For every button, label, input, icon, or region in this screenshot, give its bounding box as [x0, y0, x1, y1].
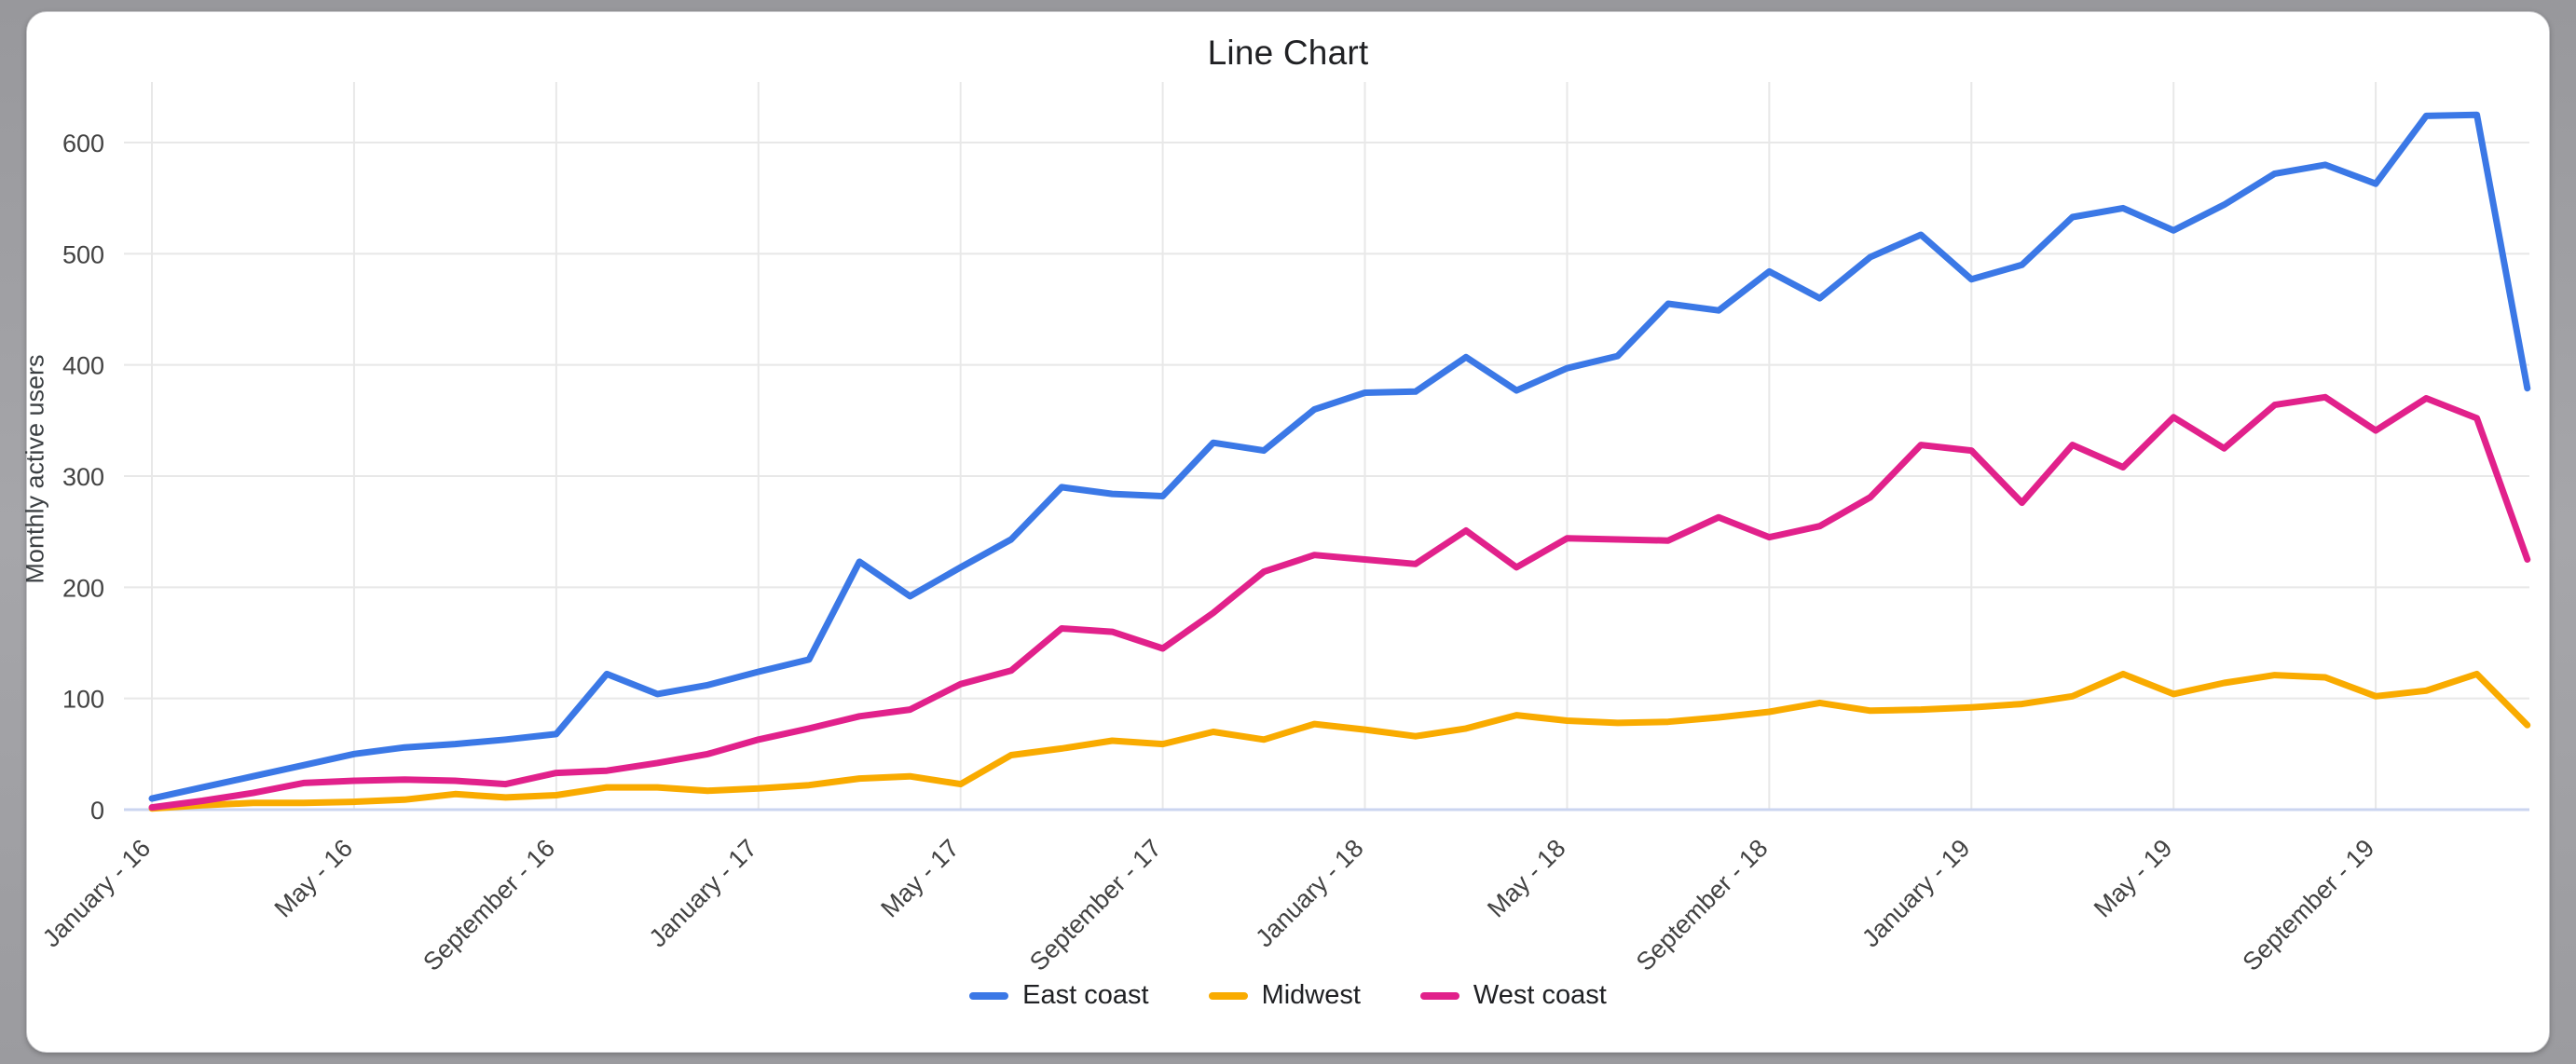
legend-swatch-icon: [969, 991, 1009, 1000]
x-tick-label: May - 16: [269, 834, 358, 922]
chart-title: Line Chart: [1207, 34, 1369, 72]
x-tick-label: January - 17: [644, 834, 762, 952]
chart-legend: East coast Midwest West coast: [0, 980, 2576, 1011]
x-tick-label: January - 18: [1250, 834, 1368, 952]
x-tick-label: May - 17: [875, 834, 964, 922]
x-tick-label: September - 16: [418, 834, 560, 976]
chart-card: [26, 11, 2550, 1053]
series-line-east-coast[interactable]: [148, 111, 2531, 802]
x-tick-label: January - 16: [37, 834, 156, 952]
x-tick-label: January - 19: [1857, 834, 1975, 952]
y-axis-title: Monthly active users: [21, 354, 49, 584]
x-tick-label: September - 18: [1631, 834, 1774, 976]
legend-item-west-coast[interactable]: West coast: [1419, 980, 1607, 1011]
y-tick-label: 200: [62, 574, 104, 602]
x-tick-label: September - 17: [1024, 834, 1167, 976]
x-tick-label: May - 19: [2089, 834, 2177, 922]
legend-swatch-icon: [1419, 991, 1459, 1000]
x-tick-label: May - 18: [1482, 834, 1570, 922]
legend-swatch-icon: [1208, 991, 1248, 1000]
legend-item-east-coast[interactable]: East coast: [969, 980, 1149, 1011]
legend-label: East coast: [1022, 980, 1149, 1010]
y-tick-label: 400: [62, 352, 104, 380]
y-tick-label: 300: [62, 463, 104, 491]
y-tick-label: 100: [62, 686, 104, 714]
series-line-midwest[interactable]: [148, 670, 2531, 812]
legend-label: West coast: [1473, 980, 1607, 1010]
y-tick-label: 0: [90, 797, 104, 825]
legend-item-midwest[interactable]: Midwest: [1208, 980, 1361, 1011]
y-tick-label: 600: [62, 130, 104, 157]
legend-label: Midwest: [1261, 980, 1361, 1010]
series-line-west-coast[interactable]: [148, 393, 2531, 812]
y-tick-label: 500: [62, 240, 104, 268]
x-tick-label: September - 19: [2238, 834, 2380, 976]
